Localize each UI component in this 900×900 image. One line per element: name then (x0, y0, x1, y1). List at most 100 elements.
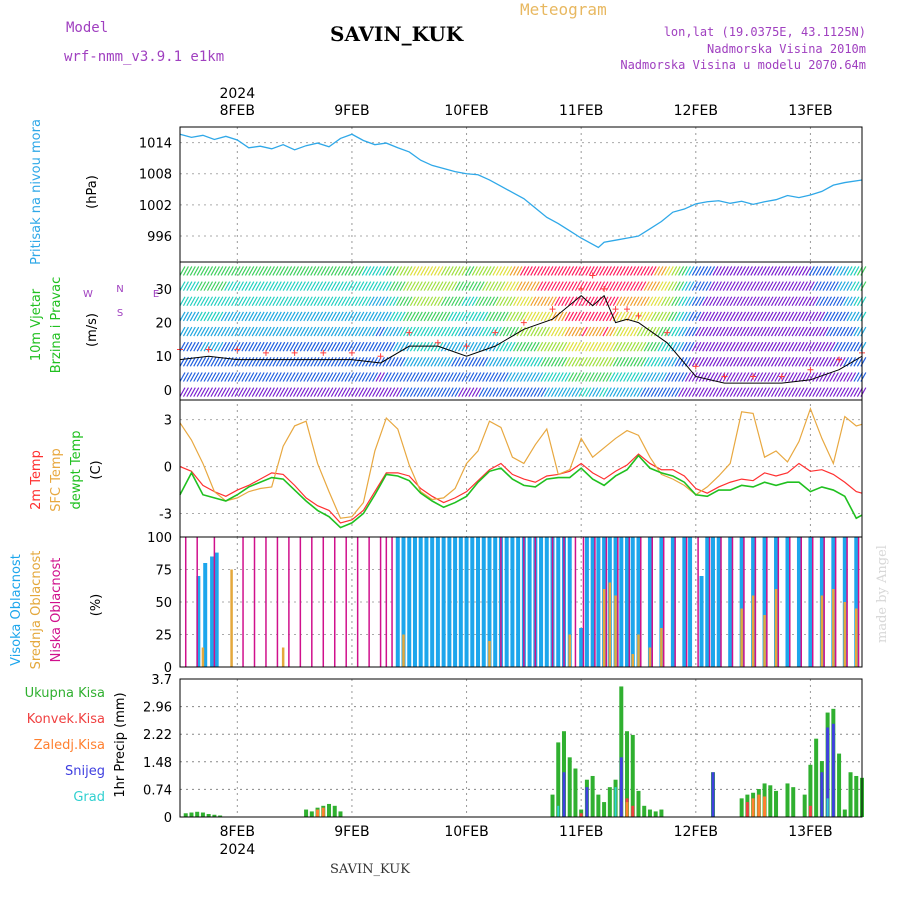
cloud-bar-high (418, 537, 423, 667)
wind-barb (464, 326, 471, 337)
wind-barb (468, 281, 475, 291)
wind-barb (629, 326, 636, 337)
temp-ylabel-2m: 2m Temp (29, 450, 44, 510)
wind-barb (623, 387, 630, 397)
cloud-bar-mid (751, 595, 755, 667)
wind-barb (213, 296, 220, 307)
precip-legend-item: Konvek.Kisa (27, 712, 105, 727)
wind-barb (794, 311, 802, 322)
wind-barb (210, 372, 217, 382)
wind-barb (210, 326, 217, 337)
cloud-bar-high (630, 537, 635, 667)
wind-barb (719, 387, 726, 397)
wind-barb (492, 387, 499, 397)
cloud-bar-low (582, 537, 585, 667)
wind-barb (592, 311, 599, 322)
wind-barb (433, 296, 440, 307)
wind-barb (182, 296, 189, 307)
wind-barb (592, 341, 599, 352)
wind-barb (712, 311, 719, 322)
wind-barb (420, 326, 427, 337)
wind-barb (279, 296, 286, 307)
wind-barb (640, 281, 647, 291)
wind-barb (244, 296, 251, 307)
wind-barb (702, 341, 709, 352)
wind-barb (839, 281, 846, 291)
wind-barb (629, 266, 636, 276)
wind-barb (451, 372, 458, 382)
wind-barb (461, 311, 468, 322)
wind-gust-marker (612, 306, 619, 313)
wind-barb (764, 387, 771, 397)
cloud-bar-high (584, 537, 589, 667)
wind-barb (475, 326, 482, 337)
precip-bar-2 (751, 798, 755, 817)
wind-barb (451, 281, 458, 291)
wind-barb (526, 387, 533, 397)
precip-bar-0 (642, 805, 647, 817)
wind-barb (843, 296, 850, 307)
wind-barb (327, 357, 334, 367)
wind-barb (612, 372, 619, 382)
wind-barb (526, 266, 533, 276)
wind-barb (626, 281, 633, 291)
wind-barb (372, 311, 379, 322)
wind-barb (616, 357, 623, 367)
wind-barb (640, 311, 647, 322)
wind-barb (186, 281, 193, 291)
wind-barb (471, 387, 478, 397)
wind-barb (430, 311, 437, 322)
wind-barb (282, 387, 289, 397)
wind-barb (619, 281, 626, 291)
wind-barb (306, 387, 313, 397)
wind-barb (251, 266, 258, 276)
wind-barb (774, 387, 781, 397)
wind-barb (361, 357, 368, 367)
wind-barb (506, 266, 513, 276)
wind-barb (664, 357, 671, 367)
wind-barb (626, 357, 633, 367)
wind-barb (643, 326, 650, 337)
wind-barb (746, 326, 753, 337)
cloud-bar-low (368, 537, 370, 667)
wind-barb (691, 281, 698, 291)
wind-barb (777, 372, 784, 382)
wind-barb (702, 387, 709, 397)
wind-barb (513, 311, 520, 322)
wind-barb (310, 357, 317, 367)
wind-barb (513, 341, 520, 352)
wind-barb (671, 326, 678, 337)
wind-barb (733, 311, 740, 322)
wind-barb (334, 281, 341, 291)
cloud-bar-mid (402, 634, 405, 667)
wind-barb (836, 326, 843, 337)
wind-barb (375, 311, 382, 322)
wind-barb (592, 372, 599, 382)
wind-barb (296, 281, 303, 291)
wind-barb (488, 341, 496, 352)
wind-barb (540, 281, 547, 291)
wind-barb (440, 357, 447, 367)
cloud-bar-mid (774, 589, 778, 667)
wind-barb (203, 341, 210, 352)
wind-barb (660, 296, 667, 307)
wind-barb (764, 341, 771, 352)
precip-bar-0 (332, 805, 337, 817)
wind-barb (334, 326, 341, 337)
wind-barb (667, 357, 674, 367)
wind-barb (299, 296, 306, 307)
wind-barb (358, 326, 365, 337)
wind-barb (275, 296, 282, 307)
wind-barb (334, 296, 341, 307)
wind-barb (433, 326, 440, 337)
wind-barb (337, 311, 344, 322)
wind-barb (224, 326, 231, 337)
wind-barb (650, 357, 657, 367)
wind-barb (825, 387, 832, 397)
wind-barb (678, 387, 685, 397)
wind-barb (609, 357, 616, 367)
cloud-bar-low (743, 537, 745, 667)
wind-barb (781, 357, 788, 367)
wind-barb (839, 296, 846, 307)
wind-barb (777, 387, 784, 397)
